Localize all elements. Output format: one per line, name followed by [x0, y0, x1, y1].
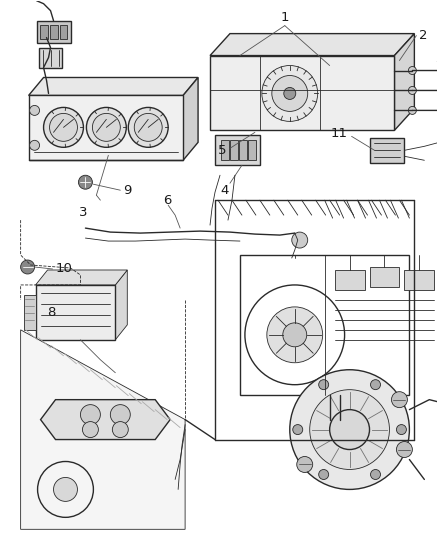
Circle shape — [371, 470, 381, 480]
Bar — [37, 21, 71, 43]
Bar — [60, 25, 67, 38]
Circle shape — [408, 86, 417, 94]
Circle shape — [292, 232, 308, 248]
Circle shape — [408, 107, 417, 115]
Circle shape — [272, 76, 308, 111]
Polygon shape — [115, 270, 127, 340]
Circle shape — [110, 405, 130, 425]
Circle shape — [134, 114, 162, 141]
Bar — [370, 267, 399, 287]
Circle shape — [293, 425, 303, 434]
Circle shape — [86, 108, 126, 147]
Circle shape — [319, 470, 328, 480]
Circle shape — [330, 410, 370, 449]
Polygon shape — [183, 77, 198, 160]
Circle shape — [53, 478, 78, 502]
Bar — [28, 95, 183, 160]
Circle shape — [408, 67, 417, 75]
Bar — [49, 25, 57, 38]
Text: 11: 11 — [331, 127, 348, 140]
Text: 8: 8 — [48, 306, 56, 319]
Circle shape — [30, 140, 39, 150]
Circle shape — [78, 175, 92, 189]
Circle shape — [290, 370, 410, 489]
Polygon shape — [21, 330, 185, 529]
Circle shape — [319, 379, 328, 390]
Bar — [35, 285, 115, 340]
Circle shape — [267, 307, 323, 363]
Bar — [240, 255, 410, 394]
Circle shape — [49, 114, 78, 141]
Bar — [404, 270, 434, 290]
Polygon shape — [210, 34, 414, 55]
Bar — [230, 140, 238, 160]
Text: 5: 5 — [218, 144, 226, 157]
Circle shape — [262, 66, 318, 122]
Circle shape — [128, 108, 168, 147]
Circle shape — [283, 323, 307, 347]
Circle shape — [392, 392, 407, 408]
Circle shape — [396, 441, 413, 457]
Circle shape — [30, 106, 39, 116]
Circle shape — [284, 87, 296, 100]
Circle shape — [81, 405, 100, 425]
Text: 3: 3 — [79, 206, 88, 219]
Bar — [221, 140, 229, 160]
Circle shape — [92, 114, 120, 141]
Circle shape — [310, 390, 389, 470]
Bar — [370, 139, 404, 163]
Circle shape — [112, 422, 128, 438]
Bar — [24, 295, 35, 330]
Text: 1: 1 — [281, 11, 289, 24]
Text: 10: 10 — [56, 262, 72, 276]
Circle shape — [82, 422, 99, 438]
Circle shape — [21, 260, 35, 274]
Text: 9: 9 — [124, 184, 132, 197]
Bar — [39, 47, 63, 68]
Circle shape — [43, 108, 83, 147]
Bar — [248, 140, 256, 160]
Text: 6: 6 — [163, 193, 171, 207]
Polygon shape — [28, 77, 198, 95]
Bar — [39, 25, 48, 38]
Circle shape — [371, 379, 381, 390]
Circle shape — [396, 425, 406, 434]
Text: 2: 2 — [419, 29, 428, 42]
Polygon shape — [395, 34, 414, 131]
Bar — [215, 135, 260, 165]
Bar — [210, 55, 395, 131]
Text: 4: 4 — [221, 184, 229, 197]
Bar — [335, 270, 364, 290]
Polygon shape — [35, 270, 127, 285]
Bar — [239, 140, 247, 160]
Circle shape — [297, 456, 313, 472]
Polygon shape — [41, 400, 170, 440]
